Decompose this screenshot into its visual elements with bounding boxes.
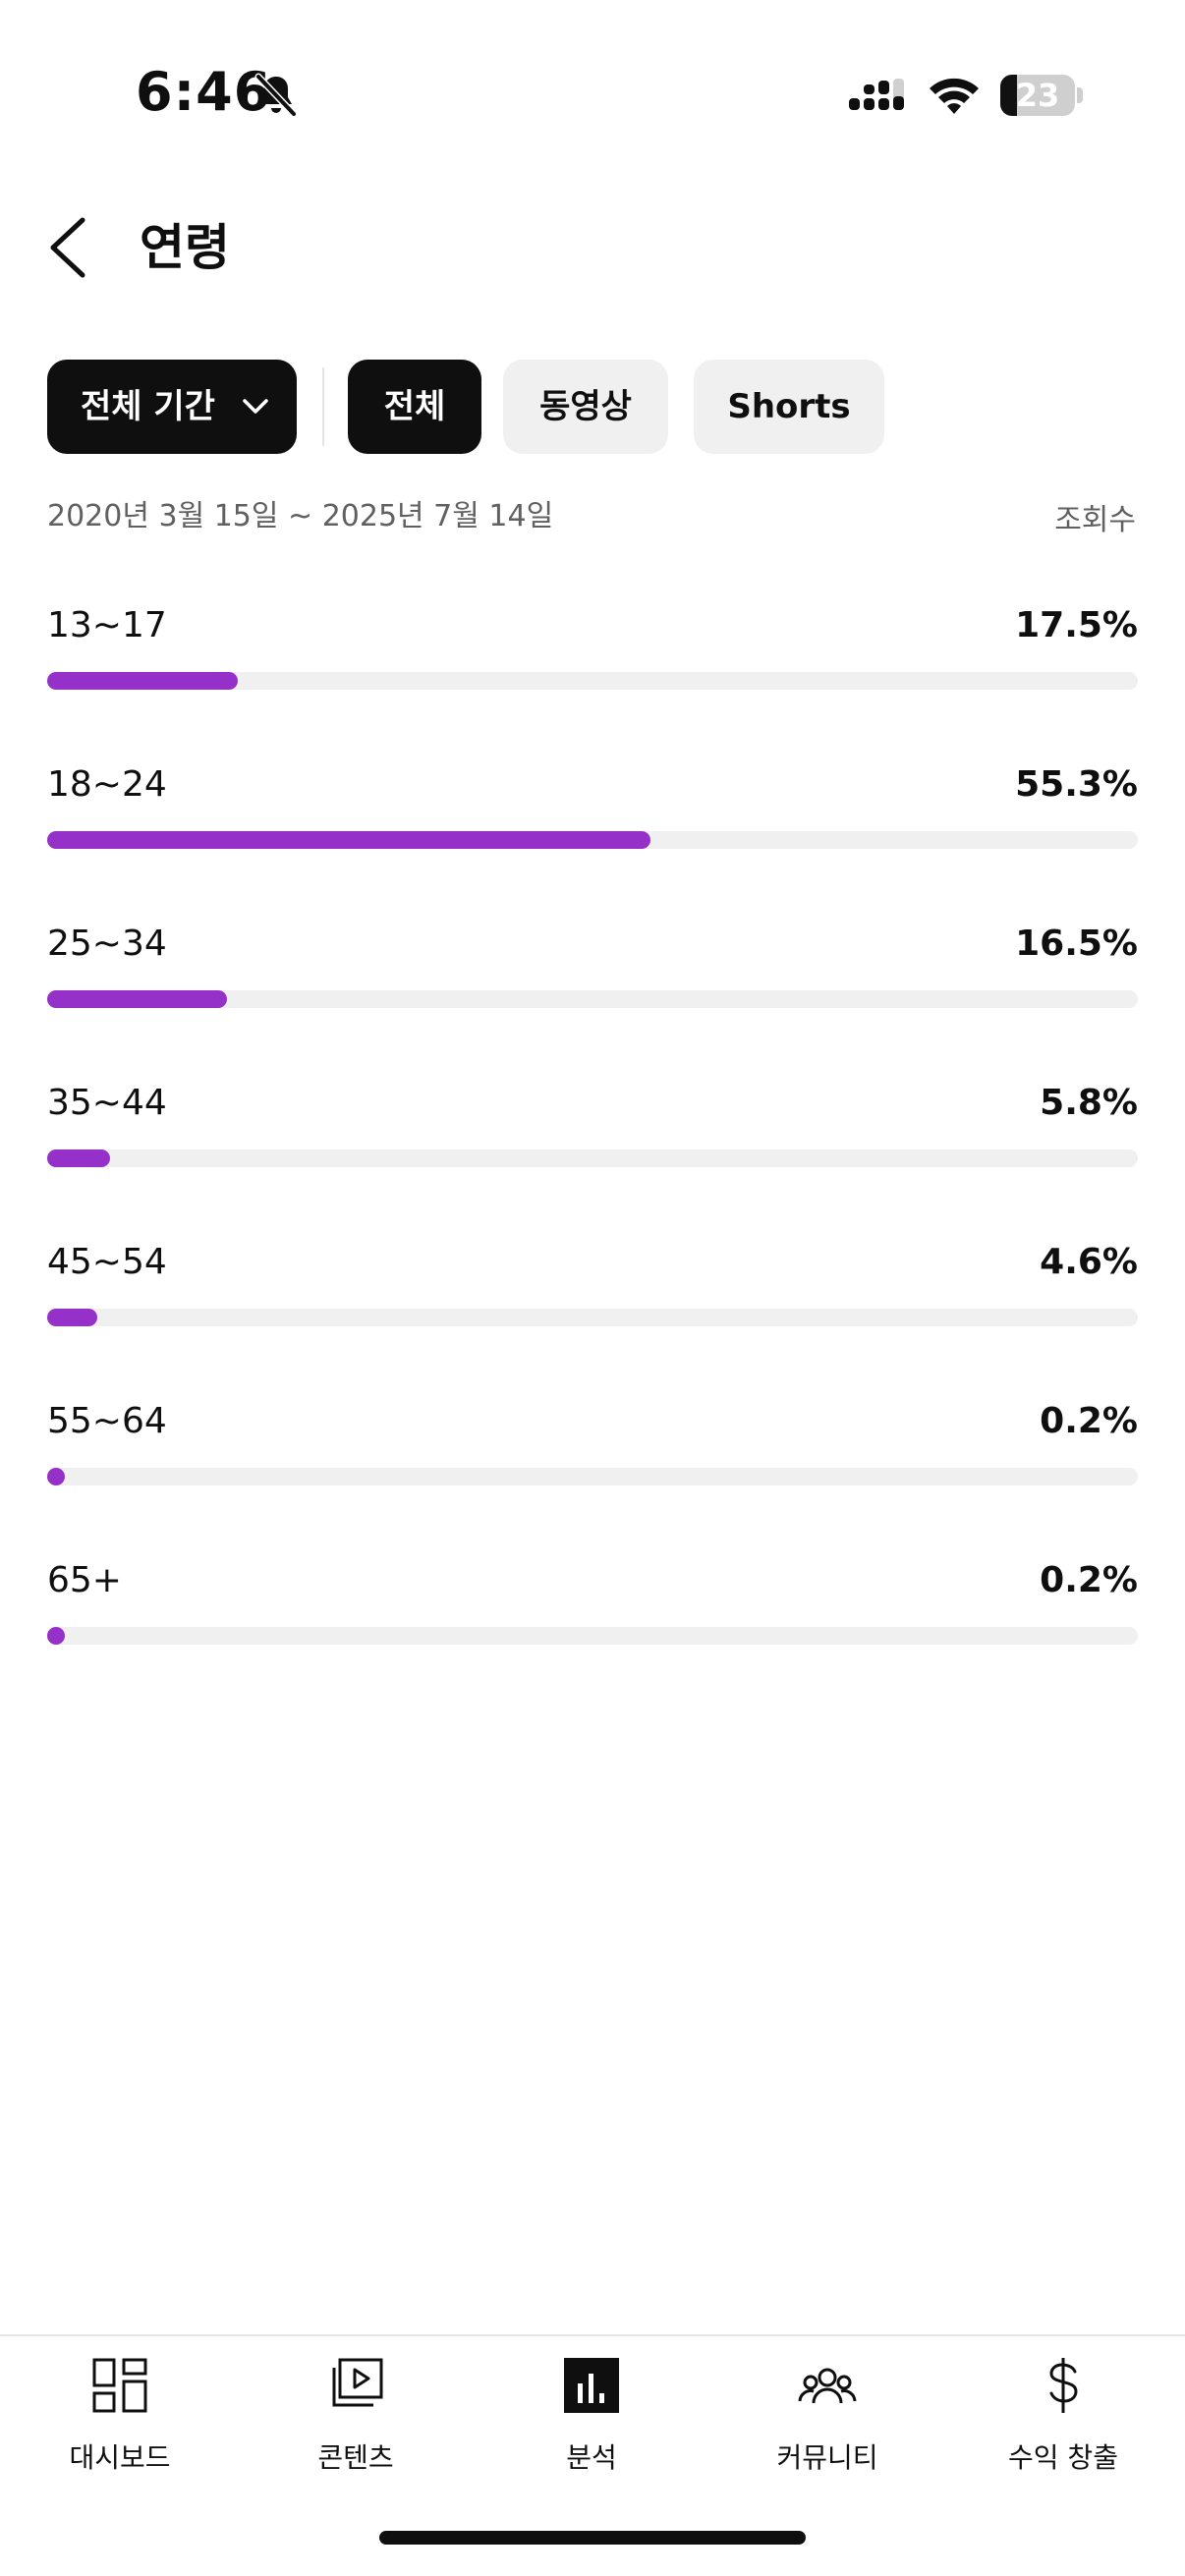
nav-monetization[interactable]: 수익 창출 <box>965 2356 1161 2493</box>
signal-icon <box>849 79 904 110</box>
progress-track <box>47 1149 1138 1167</box>
nav-label: 커뮤니티 <box>776 2441 878 2474</box>
wifi-icon <box>930 78 979 114</box>
age-row: 18~24 55.3% <box>47 758 1138 867</box>
nav-content[interactable]: 콘텐츠 <box>257 2356 454 2493</box>
progress-track <box>47 990 1138 1008</box>
chip-shorts[interactable]: Shorts <box>694 360 884 454</box>
page-title: 연령 <box>140 219 230 276</box>
content-icon <box>332 2358 383 2407</box>
analytics-icon <box>564 2358 619 2413</box>
progress-fill <box>47 1627 65 1645</box>
nav-label: 대시보드 <box>69 2441 171 2474</box>
progress-fill <box>47 1149 111 1167</box>
status-bar: 6:46 23 <box>0 0 1185 187</box>
age-row: 45~54 4.6% <box>47 1236 1138 1344</box>
back-button[interactable] <box>35 208 104 287</box>
progress-track <box>47 1468 1138 1485</box>
age-group-label: 65+ <box>47 1560 122 1600</box>
progress-fill <box>47 1468 65 1485</box>
period-dropdown[interactable]: 전체 기간 <box>47 360 297 454</box>
chip-divider <box>322 367 324 446</box>
nav-community[interactable]: 커뮤니티 <box>729 2356 926 2493</box>
age-group-label: 13~17 <box>47 605 167 645</box>
progress-track <box>47 1627 1138 1645</box>
age-group-label: 55~64 <box>47 1401 167 1441</box>
battery-icon: 23 <box>1000 75 1083 116</box>
age-group-percent: 55.3% <box>1015 764 1138 805</box>
home-indicator[interactable] <box>379 2531 806 2545</box>
age-row: 25~34 16.5% <box>47 918 1138 1026</box>
age-group-percent: 5.8% <box>1040 1083 1138 1123</box>
progress-fill <box>47 672 239 690</box>
community-icon <box>798 2368 857 2404</box>
chevron-down-icon <box>243 399 268 414</box>
age-group-percent: 0.2% <box>1040 1560 1138 1600</box>
battery-fill <box>1000 75 1018 116</box>
dollar-icon <box>1049 2358 1078 2413</box>
nav-label: 분석 <box>566 2441 617 2474</box>
metric-label: 조회수 <box>1054 503 1136 537</box>
progress-track <box>47 1309 1138 1326</box>
chip-video[interactable]: 동영상 <box>503 360 668 454</box>
age-group-label: 25~34 <box>47 924 167 964</box>
age-group-label: 45~54 <box>47 1242 167 1282</box>
chevron-left-icon <box>50 217 85 278</box>
age-group-label: 18~24 <box>47 764 167 805</box>
age-row: 65+ 0.2% <box>47 1554 1138 1662</box>
progress-fill <box>47 990 228 1008</box>
age-group-label: 35~44 <box>47 1083 167 1123</box>
nav-label: 콘텐츠 <box>317 2441 394 2474</box>
nav-dashboard[interactable]: 대시보드 <box>22 2356 218 2493</box>
nav-label: 수익 창출 <box>1008 2441 1118 2474</box>
progress-fill <box>47 831 650 849</box>
period-label: 전체 기간 <box>81 387 215 426</box>
progress-fill <box>47 1309 98 1326</box>
status-time: 6:46 <box>136 61 272 123</box>
age-group-percent: 16.5% <box>1015 924 1138 964</box>
date-range: 2020년 3월 15일 ~ 2025년 7월 14일 <box>47 499 554 533</box>
nav-analytics[interactable]: 분석 <box>493 2356 690 2493</box>
age-row: 35~44 5.8% <box>47 1077 1138 1185</box>
age-group-percent: 4.6% <box>1040 1242 1138 1282</box>
age-row: 13~17 17.5% <box>47 599 1138 707</box>
age-group-percent: 17.5% <box>1015 605 1138 645</box>
dashboard-icon <box>92 2358 147 2413</box>
bell-off-icon <box>254 73 298 118</box>
chip-all[interactable]: 전체 <box>348 360 481 454</box>
age-group-percent: 0.2% <box>1040 1401 1138 1441</box>
battery-level: 23 <box>1015 77 1060 114</box>
progress-track <box>47 831 1138 849</box>
progress-track <box>47 672 1138 690</box>
age-row: 55~64 0.2% <box>47 1395 1138 1503</box>
filter-chips: 전체 기간 전체 동영상 Shorts <box>47 360 1138 454</box>
